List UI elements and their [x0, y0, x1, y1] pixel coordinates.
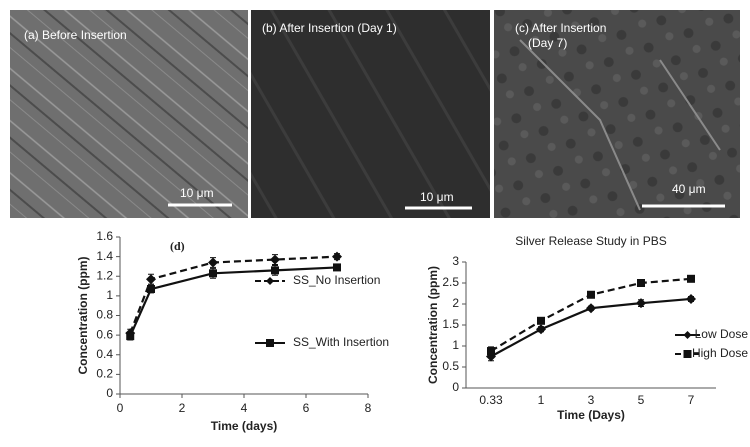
- legend-marker: [266, 277, 274, 285]
- scale-bar-label: 10 μm: [180, 186, 214, 200]
- x-axis-label: Time (days): [211, 419, 277, 433]
- panel-label: (c) After Insertion: [515, 21, 606, 35]
- marker: [637, 279, 645, 287]
- x-tick-label: 6: [303, 401, 310, 415]
- image-b: [251, 10, 490, 218]
- marker: [487, 347, 495, 356]
- marker: [209, 269, 217, 278]
- image-a: [10, 10, 248, 218]
- legend-marker: [266, 339, 274, 347]
- scale-bar-label: 40 μm: [672, 182, 706, 196]
- x-axis-label: Time (Days): [557, 408, 625, 422]
- marker: [686, 293, 696, 304]
- y-tick-label: 0: [452, 380, 459, 394]
- panel-label: (a) Before Insertion: [24, 28, 127, 42]
- legend-label: SS_With Insertion: [293, 335, 389, 349]
- x-tick-label: 7: [688, 393, 695, 407]
- y-tick-label: 0.2: [96, 367, 113, 381]
- marker: [146, 274, 156, 285]
- panel-label: (b) After Insertion (Day 1): [262, 21, 397, 35]
- image-c: [494, 10, 740, 218]
- x-tick-label: 1: [538, 393, 545, 407]
- legend-label: SS_No Insertion: [293, 273, 380, 287]
- panel-label: (Day 7): [528, 36, 567, 50]
- y-tick-label: 3: [452, 254, 459, 268]
- marker: [147, 285, 155, 294]
- y-tick-label: 1: [452, 338, 459, 352]
- marker: [270, 254, 280, 265]
- marker: [536, 324, 546, 335]
- marker: [208, 257, 218, 268]
- x-tick-label: 4: [241, 401, 248, 415]
- micrographs: (a) Before Insertion (b) After Insertion…: [10, 10, 740, 218]
- marker: [537, 316, 545, 325]
- marker: [332, 251, 342, 262]
- y-axis-label: Concentration (ppm): [76, 257, 90, 375]
- y-tick-label: 1.5: [442, 317, 459, 331]
- surface-feature: [519, 39, 721, 211]
- marker: [271, 266, 279, 275]
- marker: [636, 298, 646, 309]
- marker: [687, 274, 695, 283]
- y-tick-label: 1: [106, 288, 113, 302]
- x-tick-label: 8: [365, 401, 372, 415]
- y-tick-label: 0.4: [96, 347, 113, 361]
- y-tick-label: 1.2: [96, 268, 113, 282]
- scale-bar-label: 10 μm: [420, 190, 454, 204]
- legend-label: High Dose: [692, 346, 748, 360]
- marker: [126, 332, 135, 341]
- x-tick-label: 3: [588, 393, 595, 407]
- y-tick-label: 2.5: [442, 275, 459, 289]
- y-tick-label: 0.8: [96, 308, 113, 322]
- y-tick-label: 2: [452, 296, 459, 310]
- y-tick-label: 1.6: [96, 229, 113, 243]
- chart-title: Silver Release Study in PBS: [515, 234, 666, 248]
- legend-label: Low Dose: [695, 327, 749, 341]
- marker: [586, 303, 596, 314]
- x-tick-label: 2: [179, 401, 186, 415]
- x-tick-label: 5: [638, 393, 645, 407]
- y-tick-label: 0.6: [96, 327, 113, 341]
- x-tick-label: 0.33: [479, 393, 503, 407]
- y-tick-label: 0.5: [442, 359, 459, 373]
- legend-marker: [683, 350, 692, 358]
- marker: [333, 263, 341, 272]
- x-tick-label: 0: [117, 401, 124, 415]
- annotation: (d): [170, 239, 185, 253]
- y-axis-label: Concentration (ppm): [426, 266, 440, 384]
- y-tick-label: 1.4: [96, 249, 113, 263]
- y-tick-label: 0: [106, 386, 113, 400]
- legend-marker: [683, 331, 692, 339]
- marker: [587, 290, 595, 299]
